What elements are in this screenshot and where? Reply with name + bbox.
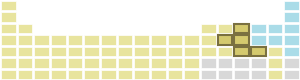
Bar (101, 35, 116, 45)
Bar (268, 24, 282, 33)
Bar (234, 47, 249, 56)
Bar (268, 58, 282, 68)
Bar (134, 47, 149, 56)
Bar (1, 70, 16, 79)
Bar (84, 70, 99, 79)
Bar (284, 35, 299, 45)
Bar (251, 24, 266, 33)
Bar (68, 47, 82, 56)
Bar (218, 47, 232, 56)
Bar (1, 12, 16, 22)
Bar (101, 70, 116, 79)
Bar (51, 35, 66, 45)
Bar (18, 58, 32, 68)
Bar (218, 35, 232, 45)
Bar (84, 47, 99, 56)
Bar (184, 47, 199, 56)
Bar (234, 35, 249, 45)
Bar (201, 35, 216, 45)
Bar (218, 58, 232, 68)
Bar (18, 47, 32, 56)
Bar (18, 35, 32, 45)
Bar (1, 47, 16, 56)
Bar (68, 35, 82, 45)
Bar (251, 70, 266, 79)
Bar (201, 47, 216, 56)
Bar (168, 70, 182, 79)
Bar (151, 47, 166, 56)
Bar (234, 24, 249, 33)
Bar (101, 58, 116, 68)
Bar (1, 24, 16, 33)
Bar (1, 35, 16, 45)
Bar (251, 35, 266, 45)
Bar (234, 35, 249, 45)
Bar (168, 35, 182, 45)
Bar (118, 35, 132, 45)
Bar (234, 24, 249, 33)
Bar (284, 24, 299, 33)
Bar (284, 70, 299, 79)
Bar (234, 58, 249, 68)
Bar (201, 24, 216, 33)
Bar (118, 70, 132, 79)
Bar (118, 58, 132, 68)
Bar (1, 1, 16, 10)
Bar (268, 70, 282, 79)
Bar (168, 58, 182, 68)
Bar (68, 70, 82, 79)
Bar (184, 58, 199, 68)
Bar (134, 58, 149, 68)
Bar (101, 47, 116, 56)
Bar (268, 47, 282, 56)
Bar (234, 70, 249, 79)
Bar (151, 70, 166, 79)
Bar (151, 58, 166, 68)
Bar (34, 58, 49, 68)
Bar (84, 35, 99, 45)
Bar (251, 58, 266, 68)
Bar (251, 47, 266, 56)
Bar (134, 35, 149, 45)
Bar (68, 58, 82, 68)
Bar (51, 70, 66, 79)
Bar (84, 58, 99, 68)
Bar (201, 58, 216, 68)
Bar (34, 35, 49, 45)
Bar (51, 58, 66, 68)
Bar (18, 24, 32, 33)
Bar (168, 47, 182, 56)
Bar (234, 47, 249, 56)
Bar (251, 47, 266, 56)
Bar (201, 70, 216, 79)
Bar (18, 70, 32, 79)
Bar (284, 12, 299, 22)
Bar (284, 1, 299, 10)
Bar (51, 47, 66, 56)
Bar (218, 24, 232, 33)
Bar (184, 70, 199, 79)
Bar (184, 35, 199, 45)
Bar (218, 35, 232, 45)
Bar (218, 70, 232, 79)
Bar (134, 70, 149, 79)
Bar (151, 35, 166, 45)
Bar (118, 47, 132, 56)
Bar (1, 58, 16, 68)
Bar (34, 47, 49, 56)
Bar (284, 47, 299, 56)
Bar (268, 35, 282, 45)
Bar (284, 58, 299, 68)
Bar (34, 70, 49, 79)
